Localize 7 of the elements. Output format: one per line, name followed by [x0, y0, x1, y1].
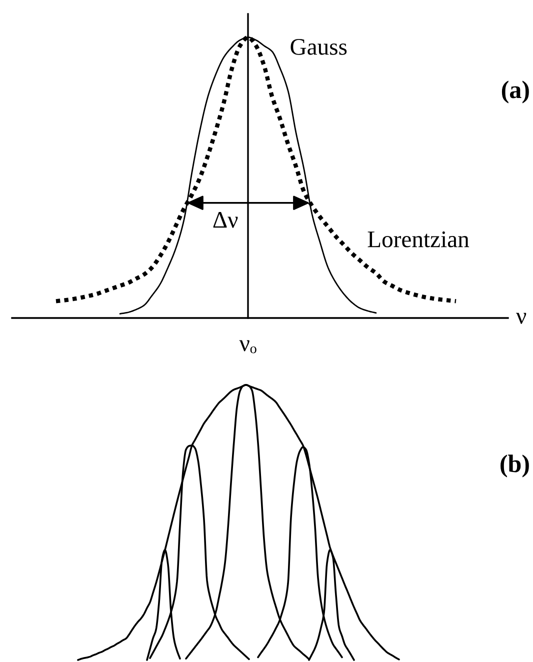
annotation: Δν — [213, 212, 238, 228]
x-axis-title: ν — [516, 312, 526, 324]
text: νₒ — [239, 340, 256, 354]
text: (b) — [500, 454, 529, 478]
text: (a) — [502, 80, 529, 104]
series-label: Lorentzian — [368, 231, 470, 248]
series-label: Gauss — [290, 39, 347, 55]
